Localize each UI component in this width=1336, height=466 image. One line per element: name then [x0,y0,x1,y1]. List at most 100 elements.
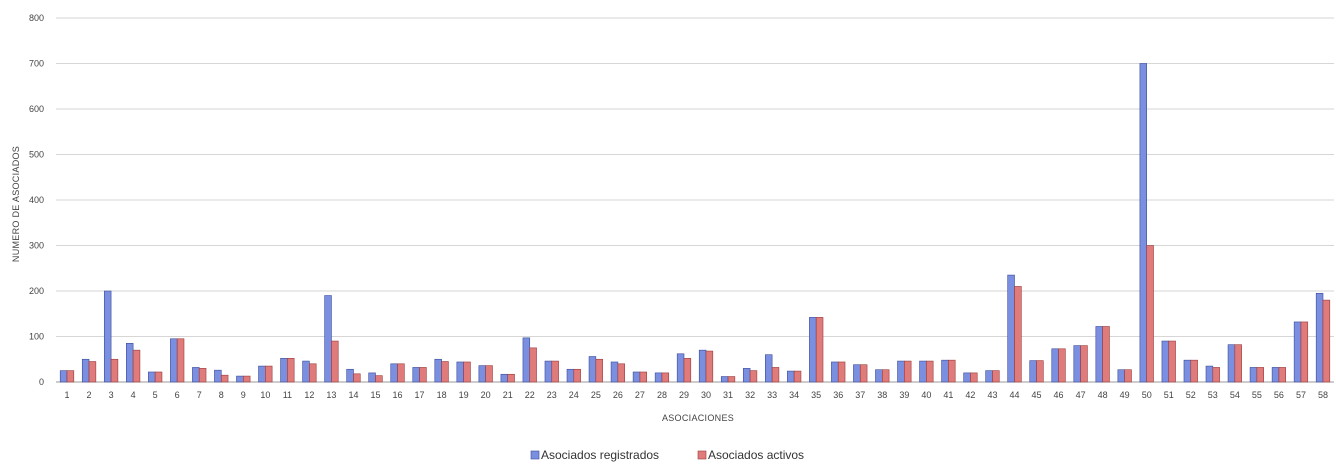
bar-activos [595,358,603,383]
x-tick-label: 28 [657,390,667,400]
x-tick-label: 6 [175,390,180,400]
legend-swatch-registrados [530,450,540,460]
bar-registrados [1139,63,1148,383]
bar-registrados [809,317,817,383]
x-tick-label: 19 [459,390,469,400]
bar-activos [727,376,736,383]
y-tick-label: 400 [29,195,44,205]
x-tick-label: 3 [109,390,114,400]
bar-registrados [412,367,420,383]
bar-registrados [1161,340,1170,383]
bar-registrados [544,360,553,383]
y-tick-label: 800 [29,13,44,23]
bar-registrados [919,360,927,383]
bar-activos [309,363,317,383]
bar-registrados [1051,348,1059,383]
bar-activos [1300,321,1309,383]
bar-registrados [434,358,442,383]
bar-registrados [148,371,156,383]
bar-activos [375,375,383,383]
bar-activos [992,370,1000,383]
bar-registrados [456,361,464,383]
x-tick-label: 41 [943,390,953,400]
bar-registrados [875,369,883,383]
bar-registrados [368,372,376,383]
x-tick-label: 29 [679,390,689,400]
bar-activos [397,363,405,383]
bar-registrados [720,376,729,383]
y-tick-label: 500 [29,150,44,160]
bar-registrados [280,358,288,383]
bar-activos [441,361,449,383]
x-tick-label: 22 [525,390,535,400]
bar-activos [463,361,471,383]
y-tick-label: 0 [39,377,44,387]
bar-activos [154,371,163,383]
bar-activos [176,338,185,383]
bar-registrados [59,370,68,383]
x-tick-label: 54 [1230,390,1240,400]
bar-registrados [610,361,619,383]
x-tick-label: 57 [1296,390,1306,400]
bar-activos [287,358,295,383]
bar-activos [88,361,97,383]
y-tick-label: 600 [29,104,44,114]
y-tick-label: 200 [29,286,44,296]
x-tick-label: 52 [1186,390,1196,400]
bar-activos [639,371,648,383]
bar-activos [1278,367,1287,383]
bar-activos [948,359,956,383]
bar-activos [815,317,824,383]
bar-registrados [698,349,707,383]
legend-swatch-activos [697,450,707,460]
bar-registrados [742,368,751,383]
x-tick-label: 30 [701,390,711,400]
bar-registrados [192,367,200,383]
bar-registrados [346,368,354,383]
bar-registrados [1029,360,1037,383]
bar-activos [970,372,978,383]
y-axis-title: NUMERO DE ASOCIADOS [11,146,21,262]
x-tick-label: 55 [1252,390,1262,400]
x-tick-label: 27 [635,390,645,400]
x-tick-label: 35 [811,390,821,400]
bar-activos [1058,348,1066,383]
bar-registrados [236,375,244,383]
x-tick-label: 53 [1208,390,1218,400]
bar-activos [661,372,670,383]
x-tick-label: 9 [241,390,246,400]
bar-registrados [126,343,134,383]
bar-registrados [390,363,398,383]
x-tick-label: 45 [1032,390,1042,400]
x-tick-label: 14 [348,390,358,400]
bar-activos [551,360,559,383]
bar-registrados [1227,344,1236,383]
x-tick-label: 51 [1164,390,1174,400]
x-tick-label: 18 [437,390,447,400]
x-tick-label: 44 [1009,390,1019,400]
bar-activos [529,347,537,383]
x-tick-label: 26 [613,390,623,400]
bar-activos [837,361,846,383]
bar-registrados [478,365,486,383]
x-tick-label: 32 [745,390,755,400]
bar-registrados [1315,292,1324,383]
bar-registrados [170,338,178,383]
bar-activos [485,365,493,383]
bar-activos [1014,286,1022,383]
bar-activos [1080,345,1088,383]
bar-activos [132,349,141,383]
bar-registrados [765,354,773,383]
y-axis-ticks: 0 100 200 300 400 500 600 700 800 [29,13,44,387]
x-tick-label: 31 [723,390,733,400]
y-tick-label: 700 [29,59,44,69]
bar-activos [1146,245,1154,383]
x-tick-label: 34 [789,390,799,400]
x-tick-label: 1 [65,390,70,400]
bar-registrados [853,364,861,383]
bar-activos [1102,326,1110,383]
bar-activos [617,363,625,383]
bar-registrados [588,356,597,383]
bar-registrados [1205,365,1214,383]
